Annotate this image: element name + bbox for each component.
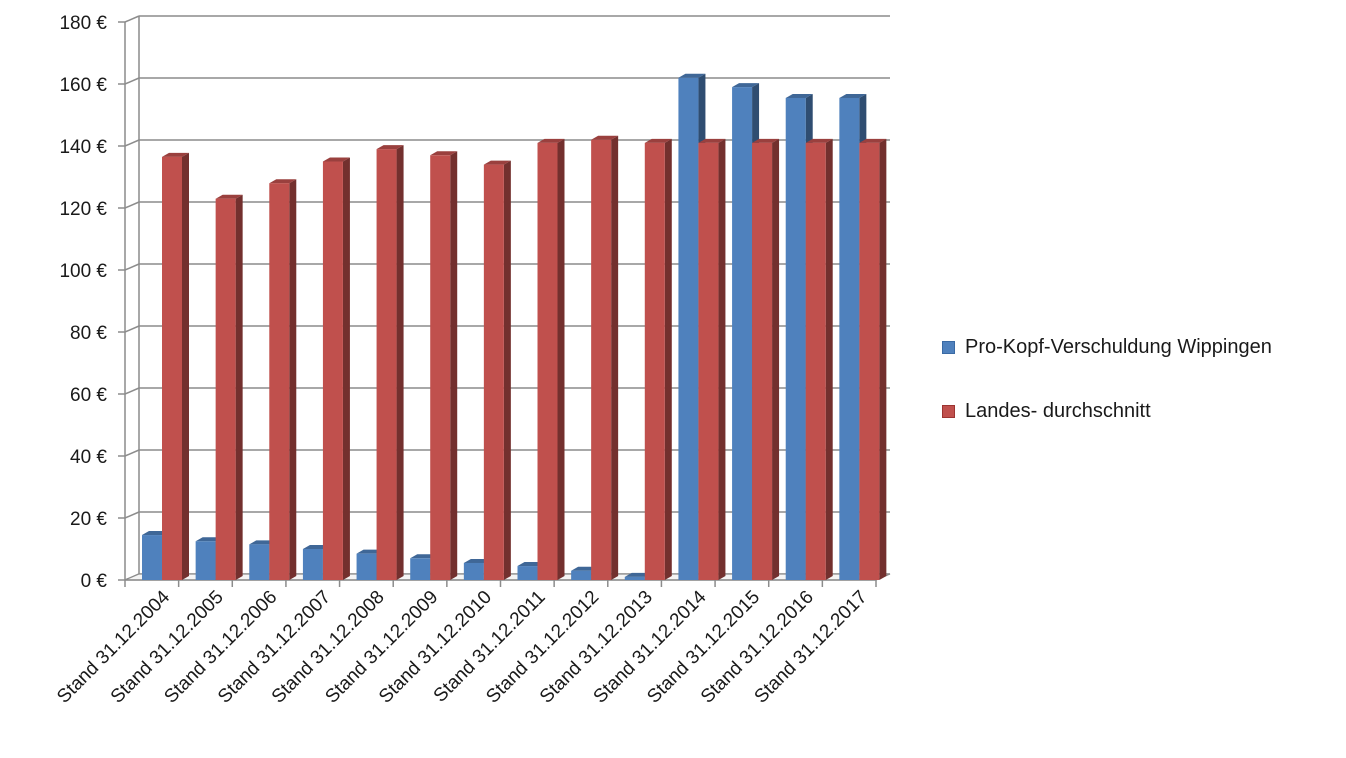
bar-top-wippingen <box>678 73 706 78</box>
y-tick-label: 0 € <box>81 571 108 592</box>
bar-wippingen <box>463 562 484 580</box>
bar-wippingen <box>624 576 645 580</box>
legend-item-landesdurchschnitt: Landes- durchschnitt <box>942 394 1272 428</box>
bar-landesdurchschnitt <box>537 142 558 580</box>
y-tick-label: 120 € <box>59 199 107 220</box>
y-tick-label: 80 € <box>70 323 107 344</box>
bar-wippingen <box>678 77 699 581</box>
bar-landesdurchschnitt <box>752 142 773 580</box>
legend-item-wippingen: Pro-Kopf-Verschuldung Wippingen <box>942 330 1272 364</box>
bar-wippingen <box>785 97 806 580</box>
bars <box>142 73 887 581</box>
bar-landesdurchschnitt <box>162 156 182 580</box>
bar-top-landesdurchschnitt <box>537 138 565 143</box>
y-tick-label: 140 € <box>59 137 107 158</box>
bar-wippingen <box>302 549 323 580</box>
gridline-side <box>124 15 140 23</box>
bar-top-landesdurchschnitt <box>269 179 297 184</box>
bar-landesdurchschnitt <box>430 155 451 581</box>
gridline-side <box>124 263 140 271</box>
gridline-side <box>124 511 140 519</box>
bar-side-landesdurchschnitt <box>664 138 672 580</box>
bar-side-landesdurchschnitt <box>503 160 511 580</box>
gridline-side <box>124 139 140 147</box>
bar-top-landesdurchschnitt <box>644 138 672 143</box>
bar-side-landesdurchschnitt <box>450 151 458 581</box>
bar-landesdurchschnitt <box>644 142 665 580</box>
bar-side-landesdurchschnitt <box>182 152 189 580</box>
gridline-side <box>124 77 140 85</box>
bar-top-wippingen <box>732 83 760 88</box>
bar-wippingen <box>195 541 216 580</box>
bar-landesdurchschnitt <box>322 161 343 580</box>
y-tick-label: 160 € <box>59 75 107 96</box>
bar-wippingen <box>839 97 860 580</box>
bar-top-wippingen <box>785 93 813 98</box>
bar-top-landesdurchschnitt <box>483 160 511 165</box>
bar-top-landesdurchschnitt <box>698 138 726 143</box>
bar-side-landesdurchschnitt <box>557 138 565 580</box>
legend-label-wippingen: Pro-Kopf-Verschuldung Wippingen <box>965 335 1272 358</box>
bar-wippingen <box>410 558 431 580</box>
bar-wippingen <box>356 553 377 580</box>
legend-label-landesdurchschnitt: Landes- durchschnitt <box>965 399 1151 422</box>
gridline-side <box>124 201 140 209</box>
bar-side-landesdurchschnitt <box>342 157 350 580</box>
y-tick-label: 100 € <box>59 261 107 282</box>
bar-landesdurchschnitt <box>376 149 397 580</box>
bar-side-landesdurchschnitt <box>772 138 780 580</box>
bar-landesdurchschnitt <box>215 198 236 580</box>
legend-swatch-wippingen <box>942 340 955 354</box>
bar-side-landesdurchschnitt <box>825 138 833 580</box>
y-tick-label: 180 € <box>59 13 107 34</box>
bar-landesdurchschnitt <box>591 139 612 581</box>
legend-swatch-landesdurchschnitt <box>942 404 955 418</box>
bar-side-landesdurchschnitt <box>396 145 404 580</box>
bar-landesdurchschnitt <box>859 142 880 580</box>
bar-wippingen <box>142 535 162 580</box>
bar-top-landesdurchschnitt <box>322 157 350 162</box>
bar-side-landesdurchschnitt <box>611 135 619 581</box>
bar-landesdurchschnitt <box>483 164 504 580</box>
bar-top-landesdurchschnitt <box>215 194 243 199</box>
bar-side-landesdurchschnitt <box>235 194 243 580</box>
bar-wippingen <box>517 566 538 580</box>
bar-landesdurchschnitt <box>805 142 826 580</box>
bar-wippingen <box>249 544 270 580</box>
gridline-side <box>124 449 140 457</box>
bar-top-wippingen <box>839 93 867 98</box>
bar-top-landesdurchschnitt <box>805 138 833 143</box>
bar-wippingen <box>571 570 592 580</box>
bar-top-landesdurchschnitt <box>430 151 458 156</box>
bar-landesdurchschnitt <box>698 142 719 580</box>
bar-top-landesdurchschnitt <box>859 138 887 143</box>
gridline-side <box>124 325 140 333</box>
legend: Pro-Kopf-Verschuldung Wippingen Landes- … <box>942 330 1272 458</box>
bar-top-landesdurchschnitt <box>752 138 780 143</box>
y-tick-label: 20 € <box>70 509 107 530</box>
y-tick-label: 40 € <box>70 447 107 468</box>
bar-top-landesdurchschnitt <box>376 145 404 150</box>
y-tick-label: 60 € <box>70 385 107 406</box>
gridline-side <box>124 387 140 395</box>
bar-top-landesdurchschnitt <box>162 152 189 157</box>
bar-side-landesdurchschnitt <box>718 138 726 580</box>
bar-side-landesdurchschnitt <box>879 138 887 580</box>
bar-wippingen <box>732 87 753 580</box>
bar-top-landesdurchschnitt <box>591 135 619 140</box>
bar-side-landesdurchschnitt <box>289 179 297 580</box>
bar-landesdurchschnitt <box>269 183 290 580</box>
